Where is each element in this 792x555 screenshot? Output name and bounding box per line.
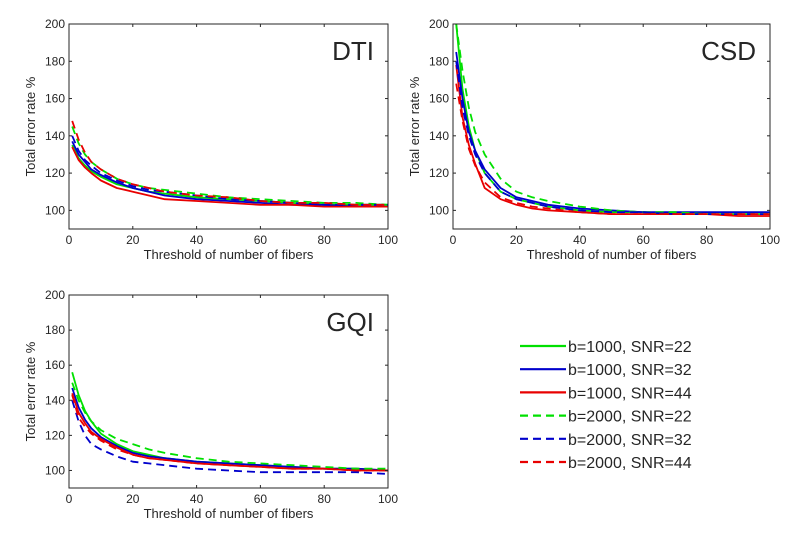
series-line-6 [71,394,388,472]
axes-box [68,294,389,489]
y-tick-label: 180 [429,54,449,68]
chart-title: DTI [332,36,374,66]
series-line-5 [71,135,388,206]
legend-label: b=1000, SNR=32 [568,362,692,379]
x-tick-label: 80 [318,492,332,506]
x-tick-label: 80 [318,233,332,247]
x-axis-label: Threshold of number of fibers [527,247,697,262]
x-tick-label: 80 [700,233,714,247]
legend-label: b=2000, SNR=32 [568,432,692,449]
y-tick-label: 120 [429,166,449,180]
series-lines [71,120,388,208]
legend-entry: b=1000, SNR=32 [520,362,692,379]
plot-area [69,24,388,229]
legend-label: b=1000, SNR=22 [568,339,692,356]
series-lines [71,371,388,475]
series-line-6 [71,120,388,206]
x-tick-label: 40 [190,233,204,247]
x-tick-label: 60 [637,233,651,247]
legend-label: b=2000, SNR=44 [568,455,692,472]
y-tick-label: 160 [45,92,65,106]
series-line-5 [455,61,770,216]
x-tick-label: 60 [254,233,268,247]
y-tick-label: 140 [45,129,65,143]
series-line-2 [71,387,388,472]
series-line-4 [71,126,388,206]
y-tick-label: 140 [429,129,449,143]
x-tick-label: 20 [510,233,524,247]
x-tick-label: 60 [254,492,268,506]
y-tick-label: 100 [45,203,65,217]
y-axis-label: Total error rate % [23,76,38,176]
y-tick-label: 200 [45,288,65,302]
y-tick-label: 200 [429,17,449,31]
axes-box [452,23,771,230]
y-tick-label: 160 [45,358,65,372]
x-axis-label: Threshold of number of fibers [144,506,314,521]
y-axis-label: Total error rate % [407,76,422,176]
legend-label: b=2000, SNR=22 [568,409,692,426]
x-axis-label: Threshold of number of fibers [144,247,314,262]
series-line-6 [455,83,770,216]
chart-dti: 0 20 40 60 80 100 100 120 140 160 180 200 Threshold … [23,17,398,262]
legend-entry: b=2000, SNR=44 [520,455,692,472]
x-tick-label: 20 [126,492,140,506]
y-tick-label: 180 [45,323,65,337]
x-tick-label: 40 [573,233,587,247]
x-tick-label: 40 [190,492,204,506]
legend-label: b=1000, SNR=44 [568,385,692,402]
y-tick-label: 100 [429,203,449,217]
y-tick-label: 200 [45,17,65,31]
y-tick-label: 120 [45,166,65,180]
y-tick-label: 180 [45,54,65,68]
y-tick-label: 160 [429,92,449,106]
series-line-4 [455,24,770,216]
x-tick-label: 100 [378,492,398,506]
legend-entry: b=2000, SNR=32 [520,432,692,449]
series-lines [455,24,770,217]
series-line-5 [71,400,388,475]
y-tick-label: 100 [45,463,65,477]
y-axis-label: Total error rate % [23,341,38,441]
x-tick-label: 0 [66,233,73,247]
chart-panels: 0 20 40 60 80 100100120140160180200Threshold … [23,17,780,521]
x-tick-label: 0 [450,233,457,247]
legend-entry: b=2000, SNR=22 [520,409,692,426]
legend: b=1000, SNR=22 b=1000, SNR=32 b=1000, SNR=… [520,339,692,472]
series-line-3 [71,146,388,208]
chart-gqi: 0 20 40 60 80 100 100 120 140 160 180 200 Threshold … [23,288,398,521]
y-tick-label: 120 [45,428,65,442]
chart-title: GQI [326,307,374,337]
chart-title: CSD [701,36,756,66]
legend-entry: b=1000, SNR=44 [520,385,692,402]
x-tick-label: 100 [760,233,780,247]
x-tick-label: 100 [378,233,398,247]
chart-csd: 0 20 40 60 80 100 100 120 140 160 180 200 Threshold … [407,17,780,262]
series-line-1 [71,144,388,206]
series-line-2 [455,51,770,214]
plot-area [69,295,388,488]
axes-box [68,23,389,230]
x-tick-label: 0 [66,492,73,506]
x-tick-label: 20 [126,233,140,247]
y-tick-label: 140 [45,393,65,407]
legend-entry: b=1000, SNR=22 [520,339,692,356]
